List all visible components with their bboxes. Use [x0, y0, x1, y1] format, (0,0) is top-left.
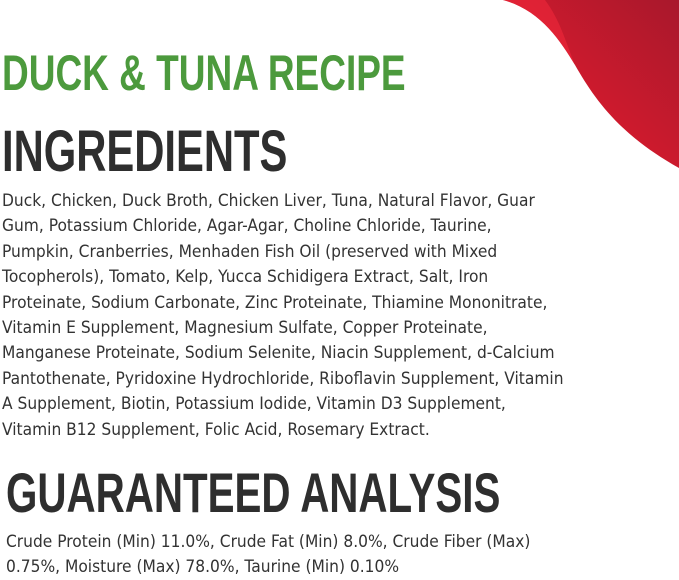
text-line: Duck, Chicken, Duck Broth, Chicken Liver… [2, 191, 535, 211]
ingredients-heading: INGREDIENTS [2, 119, 288, 184]
text-line: Vitamin B12 Supplement, Folic Acid, Rose… [2, 419, 430, 440]
recipe-title: DUCK & TUNA RECIPE [2, 45, 406, 101]
text-line: Gum, Potassium Chloride, Agar-Agar, Chol… [2, 216, 492, 237]
text-line: 0.75%, Moisture (Max) 78.0%, Taurine (Mi… [6, 557, 400, 577]
text-line: Pumpkin, Cranberries, Menhaden Fish Oil … [2, 241, 498, 262]
ingredients-list: Duck, Chicken, Duck Broth, Chicken Liver… [2, 189, 626, 443]
text-line: Vitamin E Supplement, Magnesium Sulfate,… [2, 318, 488, 339]
text-line: A Supplement, Biotin, Potassium Iodide, … [2, 394, 506, 415]
text-line: Pantothenate, Pyridoxine Hydrochloride, … [2, 368, 564, 389]
text-line: Proteinate, Sodium Carbonate, Zinc Prote… [2, 292, 548, 313]
guaranteed-analysis-text: Crude Protein (Min) 11.0%, Crude Fat (Mi… [6, 530, 589, 580]
text-line: Manganese Proteinate, Sodium Selenite, N… [2, 343, 555, 364]
guaranteed-analysis-heading: GUARANTEED ANALYSIS [6, 461, 501, 524]
text-line: Tocopherols), Tomato, Kelp, Yucca Schidi… [2, 267, 489, 288]
text-line: Crude Protein (Min) 11.0%, Crude Fat (Mi… [6, 532, 531, 552]
